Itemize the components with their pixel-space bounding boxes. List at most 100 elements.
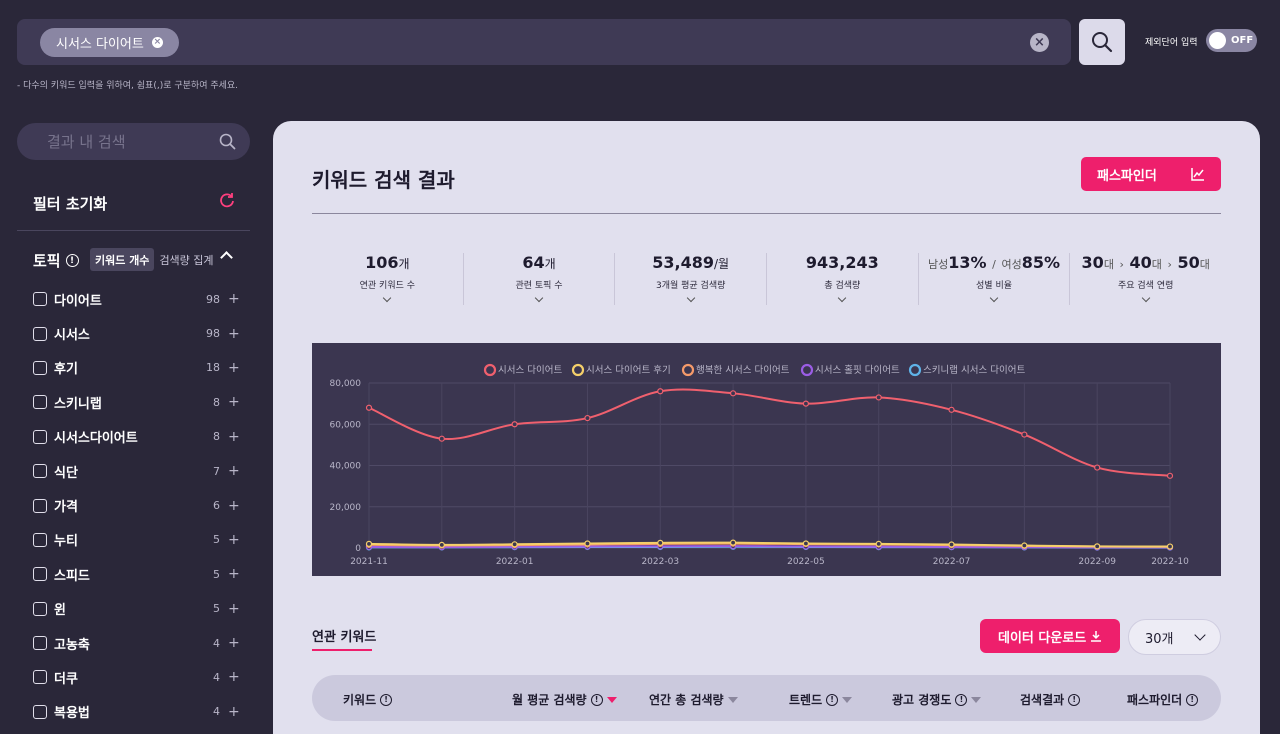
col-label: 월 평균 검색량 xyxy=(512,693,587,707)
stat-related-topics[interactable]: 64개 관련 토픽 수 xyxy=(464,253,616,305)
exclude-words-toggle[interactable]: OFF xyxy=(1206,29,1257,52)
info-icon[interactable]: ! xyxy=(65,254,79,267)
stat-total-volume[interactable]: 943,243 총 검색량 xyxy=(767,253,919,305)
plus-icon[interactable]: + xyxy=(228,359,240,376)
legend-label: 시서스 홀핏 다이어트 xyxy=(815,364,900,376)
pathfinder-button[interactable]: 패스파인더 xyxy=(1081,157,1221,191)
keyword-search-bar[interactable]: 시서스 다이어트 × × xyxy=(17,19,1071,65)
topic-item[interactable]: 스키니랩 8 + xyxy=(33,385,240,419)
filter-reset-title: 필터 초기화 xyxy=(33,195,108,213)
info-icon[interactable]: ! xyxy=(590,693,603,706)
seg-volume-sum[interactable]: 검색량 집계 xyxy=(159,253,214,267)
plus-icon[interactable]: + xyxy=(228,497,240,514)
refresh-icon[interactable] xyxy=(219,192,235,212)
trend-chart-svg: 80,000 60,000 40,000 20,000 0 2021-11 2022-01 2… xyxy=(330,363,1189,567)
topic-item[interactable]: 시서스 98 + xyxy=(33,316,240,350)
plus-icon[interactable]: + xyxy=(228,531,240,548)
sort-desc-icon[interactable] xyxy=(971,696,982,703)
col-keyword[interactable]: 키워드! xyxy=(343,691,393,708)
col-pathfinder[interactable]: 패스파인더! xyxy=(1127,691,1199,708)
topic-item[interactable]: 누티 5 + xyxy=(33,523,240,557)
seg-keyword-count[interactable]: 키워드 개수 xyxy=(90,248,155,271)
collapse-chevron-up-icon[interactable] xyxy=(220,251,233,264)
topic-checkbox[interactable] xyxy=(33,429,47,444)
plus-icon[interactable]: + xyxy=(228,428,240,445)
sidebar-divider xyxy=(17,230,250,231)
topic-checkbox[interactable] xyxy=(33,532,47,547)
plus-icon[interactable]: + xyxy=(228,394,240,411)
topic-label: 시서스다이어트 xyxy=(54,431,138,447)
topic-item[interactable]: 고농축 4 + xyxy=(33,626,240,660)
topic-item[interactable]: 시서스다이어트 8 + xyxy=(33,420,240,454)
plus-icon[interactable]: + xyxy=(228,703,240,720)
plus-icon[interactable]: + xyxy=(228,463,240,480)
sort-desc-icon[interactable] xyxy=(606,696,617,703)
col-trend[interactable]: 트렌드! xyxy=(789,691,853,708)
plus-icon[interactable]: + xyxy=(228,635,240,652)
topic-checkbox[interactable] xyxy=(33,326,47,341)
result-search-input[interactable] xyxy=(47,123,207,160)
topic-item[interactable]: 가격 6 + xyxy=(33,488,240,522)
topic-label: 더쿠 xyxy=(54,671,78,687)
topic-checkbox[interactable] xyxy=(33,395,47,410)
tab-related-keywords[interactable]: 연관 키워드 xyxy=(312,630,377,645)
topic-item[interactable]: 후기 18 + xyxy=(33,351,240,385)
topic-checkbox[interactable] xyxy=(33,704,47,719)
topic-item[interactable]: 식단 7 + xyxy=(33,454,240,488)
stat-main-age[interactable]: 30대 › 40대 › 50대 주요 검색 연령 xyxy=(1070,253,1221,305)
info-icon[interactable]: ! xyxy=(826,693,839,706)
topic-item[interactable]: 복용법 4 + xyxy=(33,695,240,729)
age-3: 50 xyxy=(1177,253,1200,272)
plus-icon[interactable]: + xyxy=(228,291,240,308)
topic-checkbox[interactable] xyxy=(33,670,47,685)
topic-item[interactable]: 다이어트 98 + xyxy=(33,282,240,316)
data-point xyxy=(1094,543,1101,550)
topic-count: 4 xyxy=(213,636,220,650)
stat-value: 53,489 xyxy=(652,253,714,272)
chip-remove-icon[interactable]: × xyxy=(151,37,163,48)
col-label: 광고 경쟁도 xyxy=(892,693,952,707)
stat-unit: 개 xyxy=(544,257,556,271)
topic-count: 5 xyxy=(213,567,220,581)
topic-checkbox[interactable] xyxy=(33,636,47,651)
topic-item[interactable]: 스피드 5 + xyxy=(33,557,240,591)
topic-checkbox[interactable] xyxy=(33,464,47,479)
col-monthly-avg[interactable]: 월 평균 검색량! xyxy=(512,691,617,708)
info-icon[interactable]: ! xyxy=(955,693,968,706)
topic-item[interactable]: 윈 5 + xyxy=(33,592,240,626)
info-icon[interactable]: ! xyxy=(1186,693,1199,706)
stat-gender-ratio[interactable]: 남성13% / 여성85% 성별 비율 xyxy=(919,253,1071,305)
data-download-button[interactable]: 데이터 다운로드 xyxy=(980,619,1120,653)
topic-checkbox[interactable] xyxy=(33,567,47,582)
topic-count: 98 xyxy=(206,327,220,341)
page-title: 키워드 검색 결과 xyxy=(312,168,455,192)
col-search-results[interactable]: 검색결과! xyxy=(1020,691,1081,708)
toggle-state-label: OFF xyxy=(1231,35,1254,46)
plus-icon[interactable]: + xyxy=(228,600,240,617)
plus-icon[interactable]: + xyxy=(228,325,240,342)
info-icon[interactable]: ! xyxy=(1068,693,1081,706)
page-size-select[interactable]: 30개 xyxy=(1128,619,1221,655)
topic-checkbox[interactable] xyxy=(33,360,47,375)
search-icon[interactable] xyxy=(219,133,236,150)
search-button[interactable] xyxy=(1079,19,1125,65)
topic-item[interactable]: 더쿠 4 + xyxy=(33,660,240,694)
plus-icon[interactable]: + xyxy=(228,566,240,583)
info-icon[interactable]: ! xyxy=(380,693,393,706)
keyword-chip[interactable]: 시서스 다이어트 × xyxy=(40,28,179,57)
search-hint: - 다수의 키워드 입력을 위하여, 쉼표(,)로 구분하여 주세요. xyxy=(17,81,239,91)
stat-related-keywords[interactable]: 106개 연관 키워드 수 xyxy=(312,253,464,305)
col-ad-competition[interactable]: 광고 경쟁도! xyxy=(892,691,982,708)
topic-checkbox[interactable] xyxy=(33,601,47,616)
topic-checkbox[interactable] xyxy=(33,498,47,513)
age-unit: 대 xyxy=(1199,258,1210,271)
download-button-label: 데이터 다운로드 xyxy=(998,630,1087,646)
sort-desc-icon[interactable] xyxy=(727,696,738,703)
topic-checkbox[interactable] xyxy=(33,292,47,307)
stat-avg-volume[interactable]: 53,489/월 3개월 평균 검색량 xyxy=(615,253,768,305)
plus-icon[interactable]: + xyxy=(228,669,240,686)
clear-search-icon[interactable]: × xyxy=(1030,33,1049,52)
x-tick-label: 2022-09 xyxy=(1078,557,1116,567)
col-annual-total[interactable]: 연간 총 검색량 xyxy=(649,691,738,708)
sort-desc-icon[interactable] xyxy=(842,696,853,703)
